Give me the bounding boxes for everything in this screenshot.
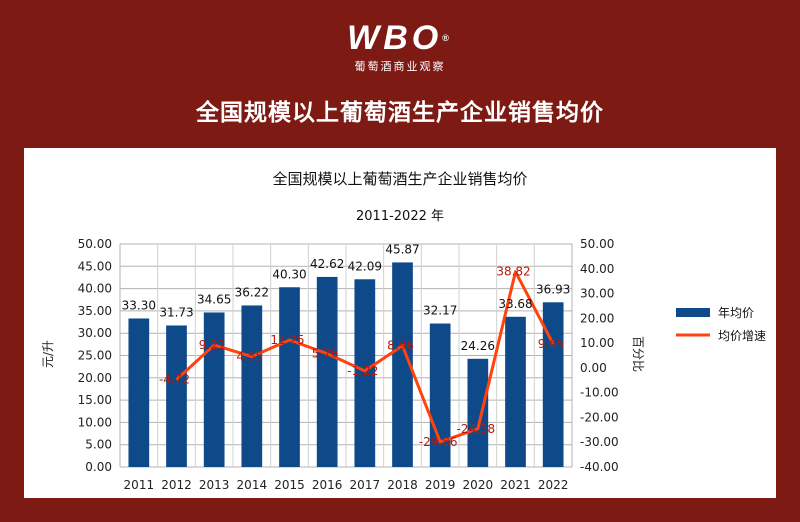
- logo-mark: WBO®: [347, 19, 453, 57]
- page-title: 全国规模以上葡萄酒生产企业销售均价: [196, 100, 604, 126]
- x-tick-label: 2017: [350, 478, 381, 492]
- bar-value-label: 34.65: [197, 292, 231, 306]
- y2-tick-label: -20.00: [580, 410, 619, 424]
- y-tick-label: 10.00: [78, 415, 112, 429]
- bar: [128, 318, 150, 467]
- x-tick-label: 2012: [161, 478, 192, 492]
- x-tick-label: 2021: [500, 478, 531, 492]
- bar-value-label: 33.68: [498, 297, 532, 311]
- x-tick-label: 2022: [538, 478, 569, 492]
- y2-tick-label: -10.00: [580, 386, 619, 400]
- line-value-label: -4.72: [159, 373, 190, 387]
- growth-line: [175, 270, 555, 444]
- chart-subtitle: 2011-2022 年: [356, 209, 444, 224]
- x-tick-label: 2016: [312, 478, 343, 492]
- x-tick-label: 2019: [425, 478, 456, 492]
- bar-value-label: 36.93: [536, 282, 570, 296]
- line-value-label: 5.76: [312, 347, 339, 361]
- y2-axis-label: 百分比: [631, 336, 645, 372]
- y-tick-label: 35.00: [78, 304, 112, 318]
- x-tick-label: 2011: [124, 478, 155, 492]
- line-value-label: -24.58: [456, 422, 495, 436]
- bar: [542, 302, 564, 467]
- bar: [392, 262, 413, 467]
- x-tick-label: 2020: [463, 478, 494, 492]
- bar-value-label: 31.73: [159, 305, 193, 319]
- y2-tick-label: 20.00: [580, 311, 614, 325]
- legend-bar-label: 年均价: [718, 306, 754, 320]
- y2-tick-label: -40.00: [580, 460, 619, 474]
- bar: [316, 276, 338, 467]
- bar: [203, 312, 225, 467]
- y2-tick-label: 10.00: [580, 336, 614, 350]
- y-tick-label: 30.00: [78, 326, 112, 340]
- legend-bar-swatch: [676, 308, 710, 317]
- y2-tick-label: 40.00: [580, 262, 614, 276]
- bar-value-label: 24.26: [461, 339, 495, 353]
- bar: [467, 358, 489, 467]
- y-tick-label: 5.00: [85, 438, 112, 452]
- y-tick-label: 0.00: [85, 460, 112, 474]
- brand-logo: WBO® 葡萄酒商业观察: [0, 20, 800, 74]
- x-tick-label: 2015: [274, 478, 305, 492]
- bar-value-label: 42.09: [348, 259, 382, 273]
- line-value-label: 38.82: [496, 265, 530, 279]
- bar-value-label: 40.30: [272, 267, 306, 281]
- x-tick-label: 2018: [387, 478, 418, 492]
- line-value-label: -29.86: [419, 435, 458, 449]
- bar: [505, 316, 526, 467]
- bar-value-label: 32.17: [423, 304, 457, 318]
- chart-panel: 全国规模以上葡萄酒生产企业销售均价 2011-2022 年 0.00 5.00 10…: [24, 148, 776, 498]
- logo-subtitle: 葡萄酒商业观察: [354, 60, 446, 73]
- y-tick-label: 40.00: [78, 282, 112, 296]
- y-axis-label: 元/升: [41, 340, 55, 368]
- bar: [279, 287, 300, 467]
- line-value-label: 11.25: [270, 333, 304, 347]
- line-value-label: 8.96: [387, 339, 414, 353]
- y-tick-label: 50.00: [78, 237, 112, 251]
- y-tick-label: 25.00: [78, 349, 112, 363]
- combo-chart: 全国规模以上葡萄酒生产企业销售均价 2011-2022 年 0.00 5.00 10…: [41, 170, 766, 492]
- bar-value-label: 45.87: [385, 242, 419, 256]
- line-value-label: 9.21: [199, 338, 226, 352]
- y-tick-label: 20.00: [78, 371, 112, 385]
- line-value-label: 9.65: [538, 337, 565, 351]
- y2-tick-label: 0.00: [580, 361, 607, 375]
- y2-tick-label: 50.00: [580, 237, 614, 251]
- bar: [241, 305, 263, 467]
- bar: [354, 279, 376, 467]
- line-value-label: 4.55: [236, 350, 263, 364]
- line-value-label: -1.22: [347, 364, 378, 378]
- bar-value-label: 42.62: [310, 257, 344, 271]
- chart-title: 全国规模以上葡萄酒生产企业销售均价: [272, 170, 527, 188]
- y-tick-label: 45.00: [78, 259, 112, 273]
- y-tick-label: 15.00: [78, 393, 112, 407]
- bar: [166, 325, 187, 467]
- bar-value-label: 36.22: [235, 285, 269, 299]
- bar-value-label: 33.30: [122, 298, 156, 312]
- x-tick-label: 2013: [199, 478, 230, 492]
- x-tick-label: 2014: [237, 478, 268, 492]
- legend-line-label: 均价增速: [718, 329, 766, 343]
- y2-tick-label: -30.00: [580, 435, 619, 449]
- y2-tick-label: 30.00: [580, 287, 614, 301]
